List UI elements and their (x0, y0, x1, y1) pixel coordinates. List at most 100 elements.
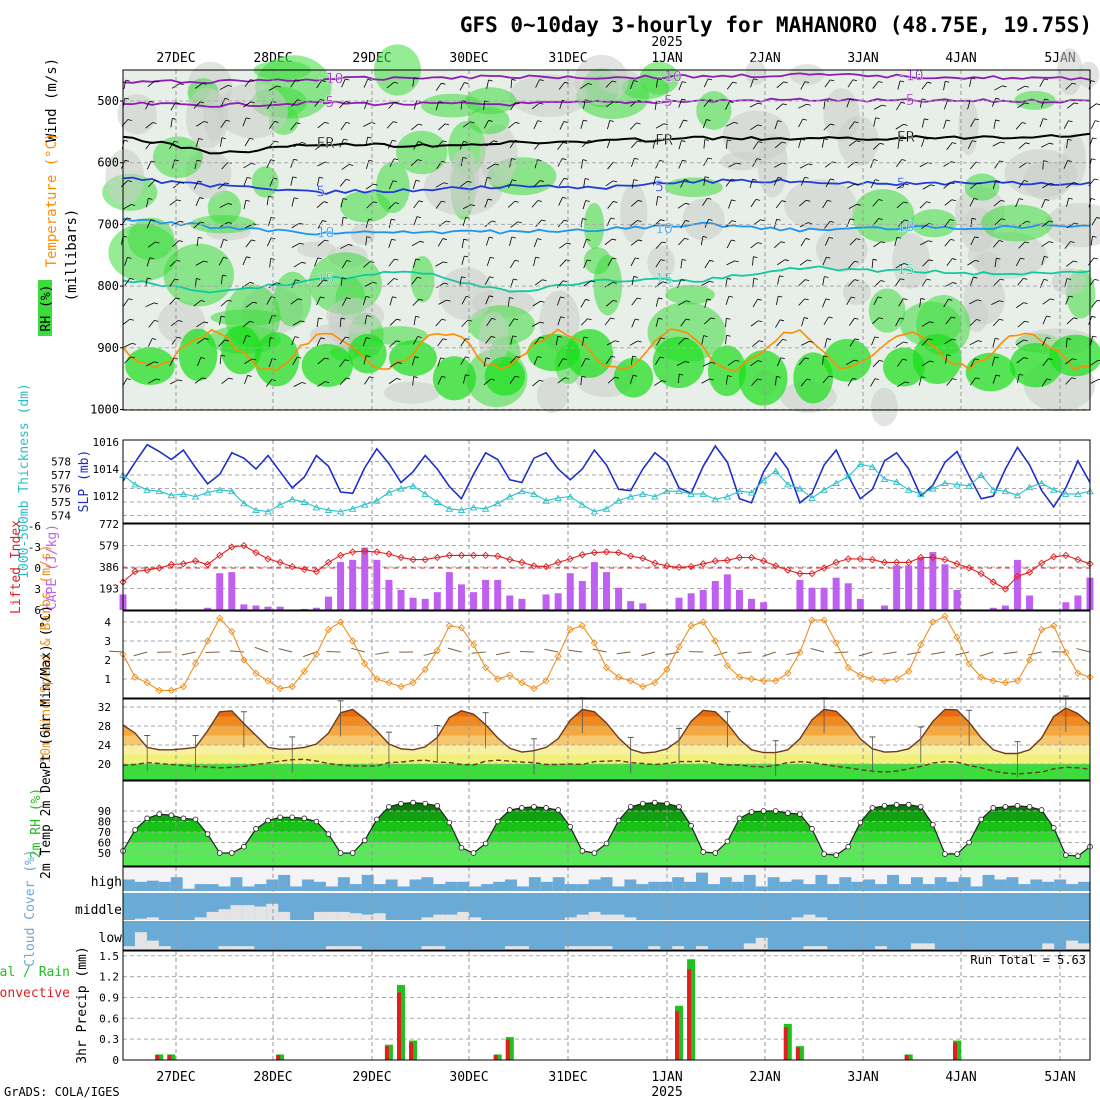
wind-barb (341, 277, 347, 280)
wind-barb (655, 241, 663, 249)
wind-barb (316, 80, 322, 89)
wind-barb (220, 315, 226, 318)
wind-barb (247, 176, 252, 179)
cloud-cell (910, 893, 924, 920)
wind-barb (169, 141, 175, 150)
rh-blob (1044, 202, 1100, 248)
cloud-cell (922, 893, 936, 920)
rh-marker (978, 816, 985, 823)
wind-barb (967, 260, 976, 266)
wind-barb (995, 374, 1001, 377)
wind-barb (341, 78, 346, 88)
wind-barb (245, 199, 250, 202)
wind-barb (557, 220, 565, 228)
wind-barb (435, 101, 440, 111)
li-marker (143, 566, 151, 574)
bottom-date-label: 5JAN (1044, 1070, 1075, 1085)
cloud-cell (910, 877, 924, 891)
wind-speed-marker (397, 682, 405, 691)
cloud-cell (242, 905, 255, 920)
cloud-cell (803, 914, 817, 920)
rh-blob (384, 381, 440, 404)
precip-bar-convective (409, 1042, 414, 1060)
wind-speed-marker (1050, 622, 1058, 630)
li-marker (518, 558, 526, 567)
cloud-cell (254, 921, 267, 949)
wind-barb (1042, 358, 1049, 366)
wind-speed-marker (1013, 677, 1022, 685)
cloud-cell (588, 946, 602, 949)
cape-bar (748, 598, 756, 610)
rh-marker (567, 823, 574, 830)
bottom-date-label: 27DEC (156, 1070, 195, 1085)
wind-barb (123, 204, 132, 210)
rh-marker (349, 850, 356, 856)
thickness-marker (602, 505, 611, 512)
wind-barb (703, 139, 706, 149)
thickness-marker (554, 494, 562, 501)
li-marker (469, 551, 478, 560)
wind-barb (1065, 338, 1068, 348)
wind-barb (446, 299, 451, 302)
wind-barb (828, 316, 833, 319)
wind-barb (367, 136, 372, 139)
wind-barb (798, 298, 805, 306)
wind-barb (995, 337, 1000, 340)
cloud-cell (469, 921, 482, 949)
li-marker (663, 562, 671, 570)
cloud-cell (1078, 893, 1091, 920)
wind-barb (1016, 357, 1025, 364)
wind-barb (805, 238, 810, 240)
wind-barb (775, 319, 781, 328)
wind-barb (123, 80, 127, 90)
wind-speed-marker (167, 686, 175, 695)
cloud-cell (302, 893, 315, 920)
li-marker (506, 555, 514, 564)
cloud-cell (564, 884, 578, 891)
rh-blob (647, 245, 675, 281)
cloud-cell (803, 884, 817, 891)
wind-barb (921, 278, 928, 287)
wind-barb (509, 140, 516, 149)
wind-barb (317, 122, 325, 129)
wind-barb (634, 318, 640, 321)
cloud-cell (158, 881, 172, 891)
wind-barb (581, 375, 586, 378)
wind-barb (847, 79, 854, 88)
li-marker (1038, 559, 1046, 567)
wind-barb (582, 200, 587, 210)
wind-barb (1073, 317, 1078, 320)
rh-blob (664, 177, 723, 198)
top-date-label: 4JAN (945, 51, 976, 66)
li-marker (989, 578, 997, 586)
wind-barb (919, 298, 922, 308)
top-date-label: 27DEC (156, 51, 195, 66)
cloud-cell (719, 893, 733, 920)
wind-barb (176, 259, 181, 262)
cloud-cell (934, 893, 948, 920)
wind-barb (776, 375, 781, 378)
wind-barb (228, 377, 233, 380)
wind-barb (731, 239, 736, 242)
wind-barb (682, 259, 687, 261)
wind-barb (633, 179, 638, 181)
temperature-contour (122, 265, 1091, 294)
wind-barb (513, 318, 519, 321)
rh-marker (470, 850, 477, 856)
wind-barb (685, 300, 691, 303)
cloud-cell (445, 881, 458, 891)
cloud-cell (170, 877, 184, 891)
wind-barb (823, 138, 829, 141)
rh-marker (204, 831, 211, 837)
cape-bar (240, 604, 248, 610)
cloud-cell (170, 893, 184, 920)
wind-barb (324, 381, 330, 383)
wind-barb (291, 242, 300, 248)
cloud-cell (851, 893, 864, 920)
wind-barb (1027, 651, 1042, 656)
rh-marker (458, 844, 465, 851)
cloud-cell (624, 917, 637, 920)
wind-barb (242, 256, 247, 266)
wind-barb (193, 180, 199, 190)
